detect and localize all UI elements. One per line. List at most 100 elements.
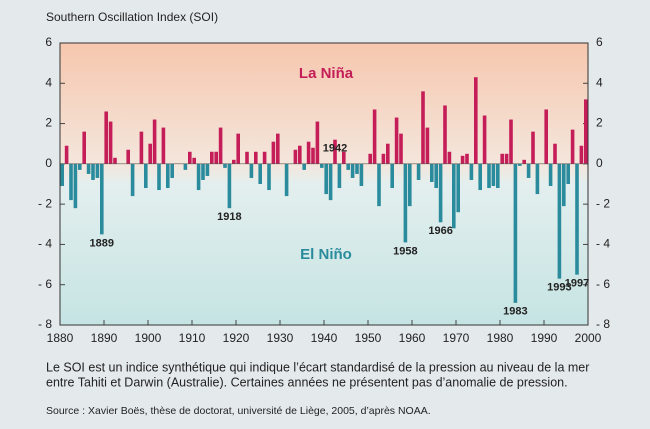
bar <box>399 133 403 164</box>
x-tick-label: 1910 <box>179 331 206 345</box>
bar <box>60 163 64 187</box>
bar <box>544 109 548 164</box>
bar <box>504 153 509 164</box>
bar <box>337 163 342 189</box>
bar <box>227 163 232 209</box>
bar <box>223 163 227 168</box>
y-tick-label: - 8 <box>38 317 52 331</box>
bar <box>258 163 262 184</box>
bar <box>438 163 443 223</box>
bar <box>350 163 355 178</box>
bar <box>311 147 315 164</box>
bar <box>166 163 170 189</box>
bar <box>531 131 535 164</box>
annotation: 1966 <box>428 225 452 237</box>
y-tick-label: 6 <box>45 35 52 49</box>
bar <box>487 163 491 189</box>
x-tick-label: 1950 <box>355 331 382 345</box>
x-tick-label: 1960 <box>399 331 426 345</box>
x-tick-label: 1940 <box>311 331 338 345</box>
bar <box>161 127 166 164</box>
chart-title: Southern Oscillation Index (SOI) <box>46 10 218 24</box>
bar <box>548 163 553 187</box>
bar <box>469 163 474 180</box>
caption-line: Le SOI est un indice synthétique qui ind… <box>46 360 589 374</box>
y2-tick-label: 4 <box>596 75 603 89</box>
bar <box>78 163 82 170</box>
bar <box>513 163 518 303</box>
bar <box>509 119 513 164</box>
bar <box>183 163 188 170</box>
y-tick-label: - 2 <box>38 196 52 210</box>
bar <box>196 163 201 191</box>
y-tick-label: - 4 <box>38 237 52 251</box>
bar <box>482 115 487 164</box>
bar <box>434 163 438 189</box>
bar <box>284 163 289 197</box>
bar <box>254 151 258 164</box>
bar <box>518 163 522 166</box>
bar <box>139 131 144 164</box>
bar <box>460 155 465 164</box>
el-nino-label: El Niño <box>300 246 352 263</box>
bar <box>425 127 430 164</box>
annotation: 1993 <box>547 282 571 294</box>
bar <box>553 143 557 164</box>
bar <box>566 163 570 184</box>
annotation: 1997 <box>565 278 589 290</box>
annotation: 1889 <box>90 237 114 249</box>
bar <box>416 163 421 180</box>
bar <box>262 151 267 164</box>
source: Source : Xavier Boës, thèse de doctorat,… <box>46 405 431 417</box>
bar <box>456 163 460 213</box>
x-tick-label: 1920 <box>223 331 250 345</box>
bar <box>575 163 579 275</box>
bar <box>355 163 359 174</box>
bar <box>315 121 320 164</box>
bar <box>421 91 425 164</box>
x-tick-label: 1880 <box>47 331 74 345</box>
bar <box>108 121 113 164</box>
bar <box>346 163 350 170</box>
bar <box>201 163 205 180</box>
bar <box>113 157 117 164</box>
y-tick-label: - 6 <box>38 277 52 291</box>
bar <box>293 149 298 164</box>
bar <box>584 99 588 164</box>
bar <box>465 153 469 164</box>
bar <box>386 143 390 164</box>
bar <box>95 163 100 178</box>
bar <box>535 163 540 195</box>
bar <box>320 163 324 168</box>
bar <box>381 153 386 164</box>
bar <box>249 163 254 178</box>
annotation: 1983 <box>503 306 527 318</box>
x-tick-label: 1990 <box>531 331 558 345</box>
bar <box>276 133 280 164</box>
bar <box>570 129 575 164</box>
bar <box>91 163 95 180</box>
bar <box>403 163 408 243</box>
plot-frame <box>59 42 589 326</box>
bar <box>69 163 73 201</box>
bar <box>496 163 500 189</box>
bar <box>192 157 196 164</box>
bar <box>306 141 311 164</box>
y2-tick-label: - 6 <box>596 277 610 291</box>
bar <box>394 117 399 164</box>
bar <box>245 151 249 164</box>
bar <box>500 153 504 164</box>
bar <box>447 151 452 164</box>
y2-tick-label: - 4 <box>596 237 610 251</box>
x-tick-label: 1930 <box>267 331 294 345</box>
bar <box>210 151 214 164</box>
bar <box>390 163 394 189</box>
bar <box>579 145 584 164</box>
bar <box>359 163 364 187</box>
bar <box>443 105 447 164</box>
bar <box>205 163 210 176</box>
x-tick-label: 1890 <box>91 331 118 345</box>
y2-tick-label: - 2 <box>596 196 610 210</box>
annotation: 1918 <box>217 211 241 223</box>
